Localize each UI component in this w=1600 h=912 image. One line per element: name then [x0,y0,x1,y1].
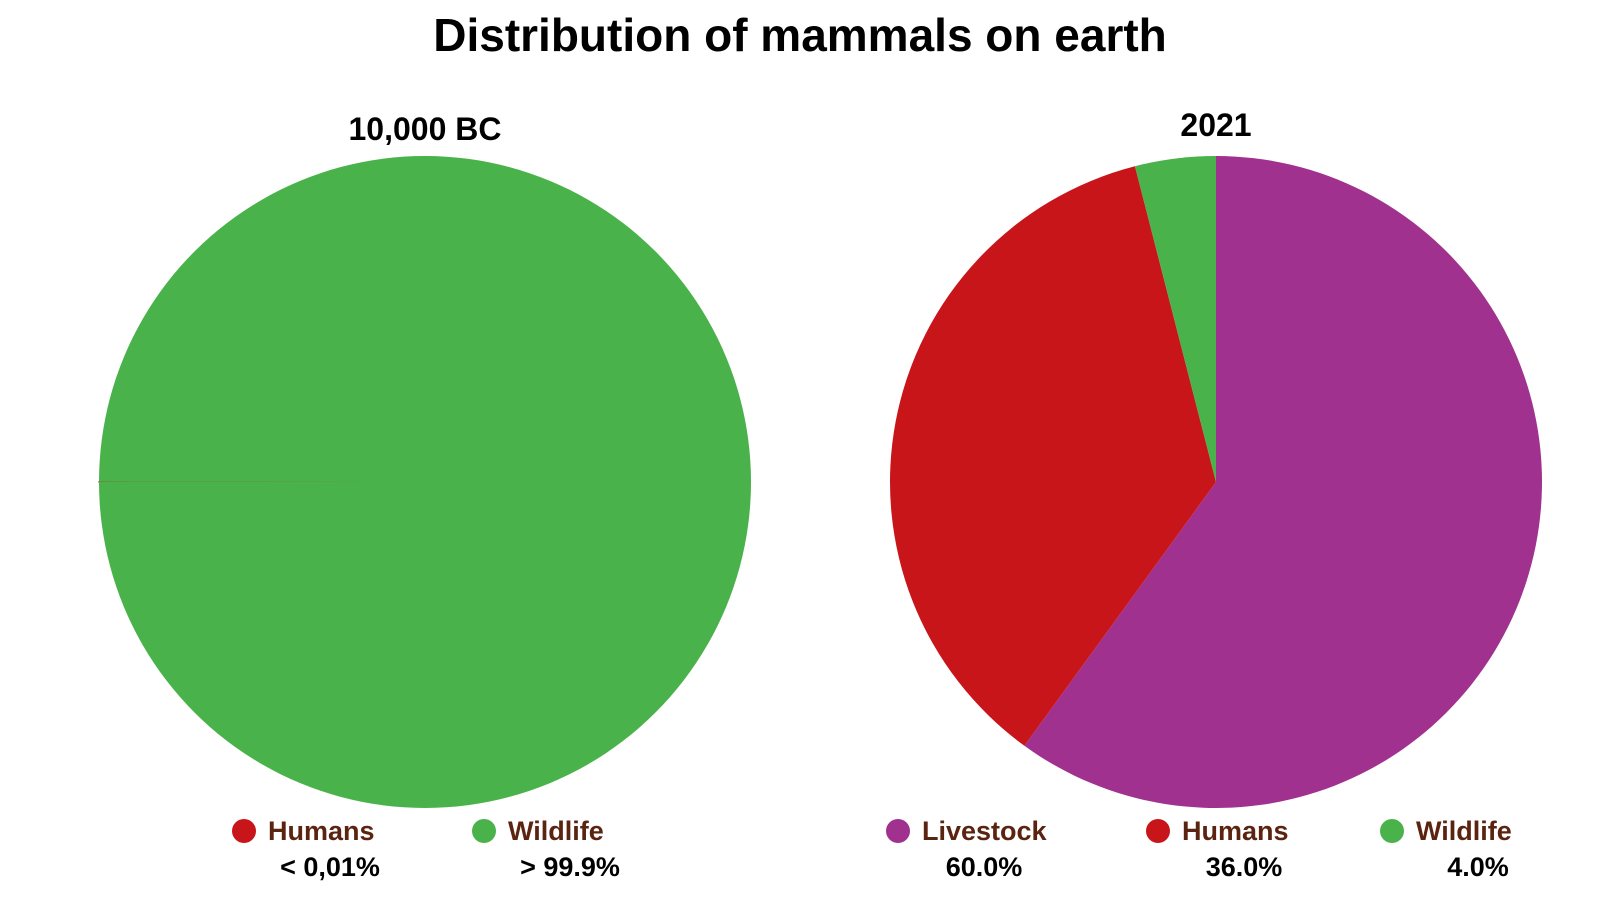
pie-title: 2021 [1180,107,1251,143]
chart-title: Distribution of mammals on earth [433,9,1167,61]
pie-slice-wildlife [1134,156,1216,482]
legend-value-humans: 36.0% [1206,852,1283,882]
legend-label-livestock: Livestock [922,816,1048,846]
legend-value-wildlife: 4.0% [1447,852,1509,882]
pie-title: 10,000 BC [349,111,502,147]
legend-marker-humans [1146,819,1170,843]
pie-slice-humans [889,166,1216,746]
legend-label-wildlife: Wildlife [1416,816,1512,846]
legend-label-humans: Humans [268,816,375,846]
legend-value-livestock: 60.0% [946,852,1023,882]
pie-slice-livestock [1024,156,1542,808]
legend-marker-wildlife [1380,819,1404,843]
pie-chart-2021: 2021 Livestock 60.0% Humans 36.0% Wildlife 4.0… [886,107,1542,882]
legend-marker-wildlife [472,819,496,843]
legend-marker-livestock [886,819,910,843]
legend-label-humans: Humans [1182,816,1289,846]
pie-slice-wildlife [99,155,752,808]
legend-label-wildlife: Wildlife [508,816,604,846]
legend-value-humans: < 0,01% [280,852,380,882]
pie-chart-10000bc: 10,000 BC Humans < 0,01% Wildlife > 99.9% [98,111,752,882]
legend-marker-humans [232,819,256,843]
legend-value-wildlife: > 99.9% [520,852,620,882]
